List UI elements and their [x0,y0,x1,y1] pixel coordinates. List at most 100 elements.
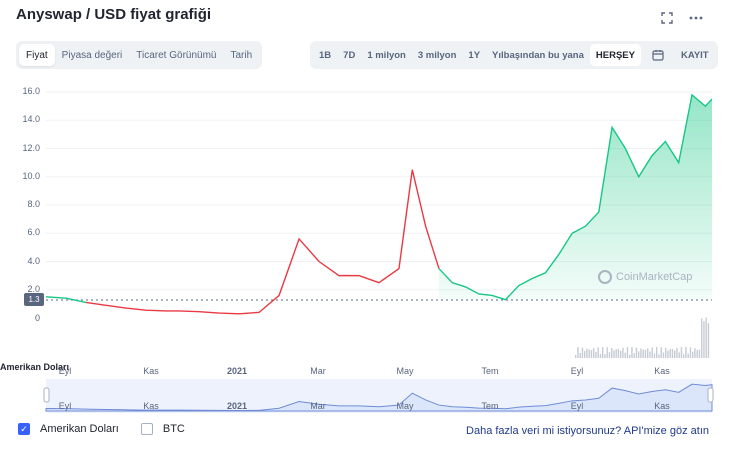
volume-bar [579,352,581,358]
tab-trading-view[interactable]: Ticaret Görünümü [136,49,217,61]
usd-legend-label: Amerikan Doları [40,423,119,435]
volume-bar [599,353,602,358]
y-tick-label: 16.0 [22,86,40,97]
tab-price[interactable]: Fiyat [19,44,55,66]
volume-bar [624,352,626,358]
volume-bar [635,347,638,358]
volume-bar [707,323,710,358]
y-tick-label: 14.0 [22,114,40,125]
tab-history[interactable]: Tarih [230,49,253,61]
expand-icon[interactable] [656,8,678,28]
volume-bar [689,347,692,358]
volume-bar [644,349,647,358]
volume-bar [622,347,624,358]
navigator-right-handle[interactable] [707,387,714,403]
volume-bar [696,349,698,358]
volume-bar [671,349,674,358]
navigator-left-handle[interactable] [43,387,50,403]
volume-bar [606,347,608,358]
volume-bar [703,321,705,358]
volume-bar [701,318,703,358]
volume-bar [595,351,597,358]
x-tick-label: Eyl [58,366,72,376]
volume-bar [647,348,649,358]
volume-bar [669,348,671,358]
volume-bar [593,348,595,358]
volume-bar [611,347,613,358]
volume-bar [642,349,644,358]
volume-bar [660,347,662,358]
range-ytd[interactable]: Yılbaşından bu yana [492,49,584,61]
volume-bar [581,347,584,358]
volume-bar [615,349,617,358]
volume-zero-label: 0 [34,313,40,323]
log-scale-button[interactable]: KAYIT [680,49,709,61]
volume-bar [705,317,707,358]
volume-bar [620,350,622,358]
range-7d[interactable]: 7D [343,49,356,61]
volume-bar [602,347,604,358]
volume-bar [662,352,665,358]
volume-bar [676,347,678,358]
range-3m[interactable]: 3 milyon [417,49,457,61]
range-1y[interactable]: 1Y [468,49,481,61]
volume-bar [597,347,599,358]
volume-bar [613,350,615,358]
x-tick-label: Eyl [570,366,584,376]
volume-bar [674,350,676,358]
volume-bar [584,351,586,358]
volume-bar [685,347,687,358]
x-tick-label: Kas [654,366,670,376]
y-tick-label: 12.0 [22,142,40,153]
legend: ✓ Amerikan Doları BTC [18,423,185,435]
x-tick-label: Tem [481,366,499,376]
volume-bar [638,351,640,358]
volume-bar [692,351,694,358]
x-tick-label: Mar [310,366,326,376]
volume-bar [631,347,633,358]
watermark: CoinMarketCap [598,270,692,284]
volume-bar [680,347,683,358]
current-price-tag: 1.3 [24,293,44,306]
navigator-tick-label: Kas [143,401,159,411]
price-line-down [85,169,440,315]
usd-checkbox[interactable]: ✓ [18,423,30,435]
more-horizontal-icon[interactable] [685,8,707,28]
volume-bar [604,354,606,358]
volume-bar [633,353,635,358]
range-all[interactable]: HERŞEY [589,44,641,66]
navigator-tick-label: Eyl [570,401,584,411]
navigator-tick-label: 2021 [226,401,248,411]
volume-bar [683,354,685,358]
y-tick-label: 2.0 [27,283,40,294]
range-1m[interactable]: 1 milyon [367,49,406,61]
volume-axis-label: Amerikan Doları [0,362,70,372]
navigator-line [45,383,713,412]
api-link[interactable]: Daha fazla veri mi istiyorsunuz? API'miz… [466,425,709,437]
chart-gridlines [46,91,712,291]
calendar-icon[interactable] [641,44,675,66]
coinmarketcap-logo-icon [598,270,612,284]
volume-bar [629,354,631,358]
watermark-text: CoinMarketCap [616,271,693,283]
range-1d[interactable]: 1B [319,49,332,61]
volume-bar [651,347,653,358]
volume-bar [588,349,590,358]
time-range-tabs: 1B 7D 1 milyon 3 milyon 1Y Yılbaşından b… [310,41,718,69]
navigator-tick-label: Tem [481,401,499,411]
price-line-up [45,93,713,304]
volume-bar [694,348,696,358]
btc-checkbox[interactable] [140,423,153,435]
volume-bar [575,355,577,358]
volume-bar [577,347,579,358]
page-title: Anyswap / USD fiyat grafiği [16,6,212,23]
volume-bar [640,348,642,358]
volume-bar [678,352,680,358]
volume-bar [586,348,588,358]
y-tick-label: 4.0 [27,255,40,266]
y-tick-label: 10.0 [22,170,40,181]
btc-legend-label: BTC [162,423,185,435]
tab-market-cap[interactable]: Piyasa değeri [61,49,123,61]
x-tick-label: 2021 [226,366,248,376]
